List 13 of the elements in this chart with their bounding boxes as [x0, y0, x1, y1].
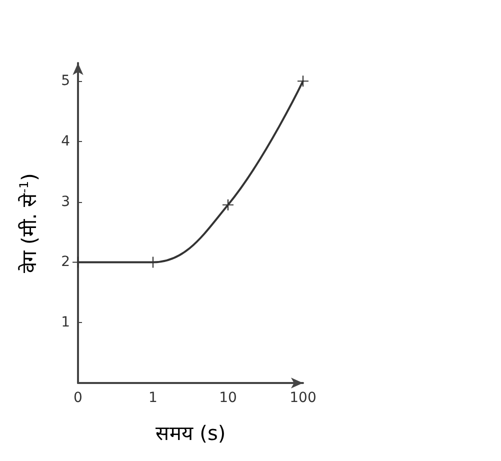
y-tick-label: 5 [61, 73, 70, 90]
y-tick-label: 3 [61, 194, 70, 210]
y-tick-label: 1 [61, 314, 70, 331]
y-axis-title: वेग (मी. से-1) [17, 173, 41, 273]
point [222, 199, 234, 210]
x-tick-label: 1 [148, 390, 158, 406]
x-tick-label: 10 [219, 390, 237, 406]
x-tick-label: 0 [74, 390, 82, 406]
y-tick-label: 2 [61, 254, 70, 270]
y-tick-label: 4 [61, 133, 70, 150]
x-tick-label: 100 [290, 390, 316, 406]
x-axis-title: समय (s) [155, 421, 226, 445]
point [298, 76, 308, 87]
